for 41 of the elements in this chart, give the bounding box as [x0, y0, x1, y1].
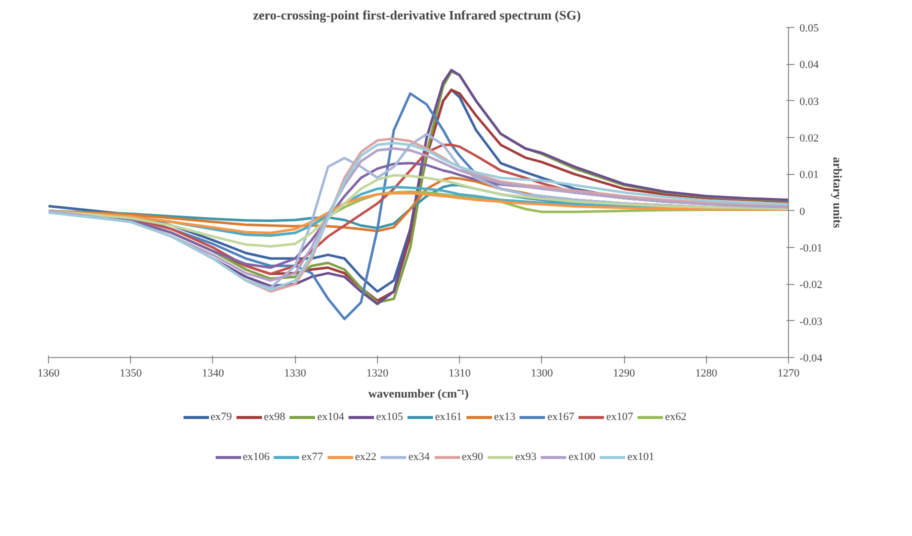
x-tick-label: 1300	[530, 368, 554, 380]
x-tick-label: 1340	[202, 368, 224, 380]
legend-label: ex167	[547, 411, 574, 423]
y-tick-label: -0.03	[800, 316, 823, 328]
legend-label: ex90	[462, 451, 484, 463]
legend-label: ex62	[665, 411, 687, 423]
y-tick-label: -0.01	[800, 242, 822, 254]
legend-label: ex79	[210, 411, 232, 423]
y-tick-label: 0.01	[800, 169, 819, 182]
y-tick-label: 0.05	[800, 22, 820, 34]
y-tick-label: 0.02	[800, 132, 819, 144]
legend-label: ex107	[606, 411, 634, 423]
legend-label: ex34	[408, 451, 430, 463]
chart-title: zero-crossing-point first-derivative Infrared spectrum (SG)	[252, 8, 581, 22]
legend-label: ex98	[264, 411, 286, 423]
y-tick-label: 0	[800, 206, 806, 218]
x-axis-title: wavenumber (cm⁻¹)	[368, 386, 469, 400]
x-tick-label: 1310	[448, 368, 472, 380]
legend-label: ex13	[494, 411, 516, 423]
x-tick-label: 1320	[366, 368, 389, 380]
x-tick-label: 1270	[778, 368, 800, 380]
legend-label: ex106	[242, 451, 270, 463]
x-tick-label: 1290	[613, 368, 636, 380]
legend-label: ex105	[376, 411, 404, 423]
x-tick-label: 1350	[120, 368, 142, 380]
y-tick-label: 0.03	[800, 96, 820, 108]
legend-label: ex93	[515, 451, 537, 463]
legend-label: ex104	[317, 411, 344, 423]
y-tick-label: 0.04	[800, 59, 820, 72]
legend-label: ex161	[435, 411, 462, 423]
x-tick-label: 1360	[38, 368, 60, 380]
legend-label: ex101	[627, 451, 654, 463]
x-tick-label: 1330	[284, 368, 307, 380]
legend-label: ex100	[568, 451, 596, 463]
y-tick-label: -0.02	[800, 279, 822, 292]
line-series	[48, 174, 788, 248]
y-tick-label: -0.04	[800, 352, 823, 364]
legend-label: ex77	[302, 451, 323, 463]
x-tick-label: 1280	[695, 368, 718, 380]
y-axis-title: arbitary units	[830, 157, 844, 228]
legend-label: ex22	[354, 451, 376, 463]
